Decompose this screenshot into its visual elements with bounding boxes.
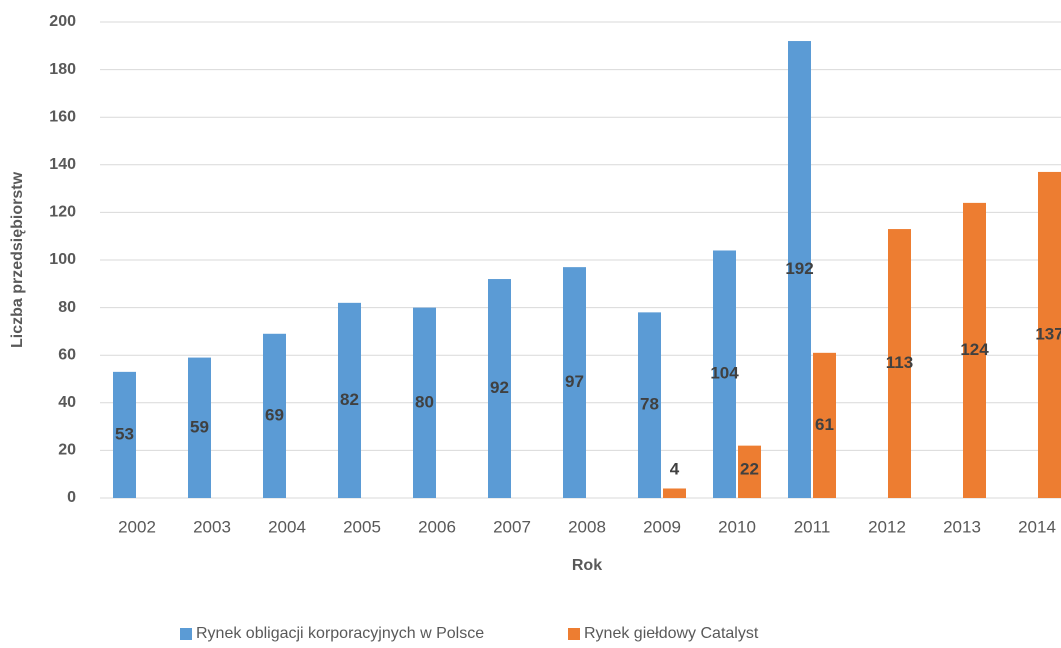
data-label: 113 bbox=[886, 353, 913, 372]
data-label: 104 bbox=[710, 364, 739, 383]
bar bbox=[888, 229, 911, 498]
bar bbox=[263, 333, 286, 498]
x-tick-label: 2008 bbox=[568, 517, 606, 536]
y-tick-label: 60 bbox=[58, 346, 76, 363]
y-axis-title: Liczba przedsiębiorstw bbox=[9, 171, 26, 348]
x-tick-label: 2010 bbox=[718, 517, 756, 536]
data-label: 97 bbox=[565, 372, 584, 391]
bar bbox=[788, 41, 811, 498]
bar bbox=[563, 267, 586, 498]
x-tick-label: 2002 bbox=[118, 517, 156, 536]
data-label: 78 bbox=[640, 395, 659, 414]
bar bbox=[413, 307, 436, 498]
data-label: 22 bbox=[740, 459, 759, 478]
bar bbox=[813, 352, 836, 498]
y-tick-label: 80 bbox=[58, 299, 76, 316]
bar bbox=[1038, 171, 1061, 498]
x-tick-label: 2014 bbox=[1018, 517, 1056, 536]
bar bbox=[338, 302, 361, 498]
y-tick-label: 120 bbox=[49, 204, 76, 221]
data-label: 59 bbox=[190, 417, 209, 436]
y-tick-label: 140 bbox=[49, 156, 76, 173]
data-label: 4 bbox=[670, 459, 680, 478]
bar bbox=[713, 250, 736, 498]
x-tick-label: 2011 bbox=[794, 517, 831, 536]
data-label: 92 bbox=[490, 378, 509, 397]
legend-label: Rynek obligacji korporacyjnych w Polsce bbox=[196, 625, 484, 642]
y-tick-label: 180 bbox=[49, 61, 76, 78]
x-tick-label: 2013 bbox=[943, 517, 981, 536]
bar bbox=[188, 357, 211, 498]
data-label: 53 bbox=[115, 424, 134, 443]
legend-swatch bbox=[180, 628, 192, 640]
data-label: 80 bbox=[415, 392, 434, 411]
bar bbox=[663, 488, 686, 498]
x-tick-label: 2003 bbox=[193, 517, 231, 536]
x-tick-label: 2007 bbox=[493, 517, 531, 536]
bar bbox=[113, 371, 136, 498]
x-tick-label: 2009 bbox=[643, 517, 681, 536]
data-label: 192 bbox=[785, 259, 813, 278]
x-tick-label: 2012 bbox=[868, 517, 906, 536]
y-tick-label: 100 bbox=[49, 251, 76, 268]
bar bbox=[638, 312, 661, 498]
x-tick-label: 2006 bbox=[418, 517, 456, 536]
data-label: 124 bbox=[960, 340, 989, 359]
bar bbox=[738, 445, 761, 498]
x-tick-label: 2005 bbox=[343, 517, 381, 536]
y-tick-label: 40 bbox=[58, 394, 76, 411]
legend-swatch bbox=[568, 628, 580, 640]
x-tick-label: 2004 bbox=[268, 517, 306, 536]
legend-label: Rynek giełdowy Catalyst bbox=[584, 625, 759, 642]
y-tick-label: 160 bbox=[49, 108, 76, 125]
data-label: 69 bbox=[265, 405, 284, 424]
y-tick-label: 20 bbox=[58, 442, 76, 459]
bar bbox=[963, 202, 986, 498]
y-tick-label: 0 bbox=[67, 489, 76, 506]
data-label: 61 bbox=[815, 415, 834, 434]
data-label: 82 bbox=[340, 390, 359, 409]
bar bbox=[488, 279, 511, 498]
x-axis-title: Rok bbox=[572, 557, 602, 574]
y-tick-label: 200 bbox=[49, 13, 76, 30]
data-label: 137 bbox=[1035, 324, 1061, 343]
